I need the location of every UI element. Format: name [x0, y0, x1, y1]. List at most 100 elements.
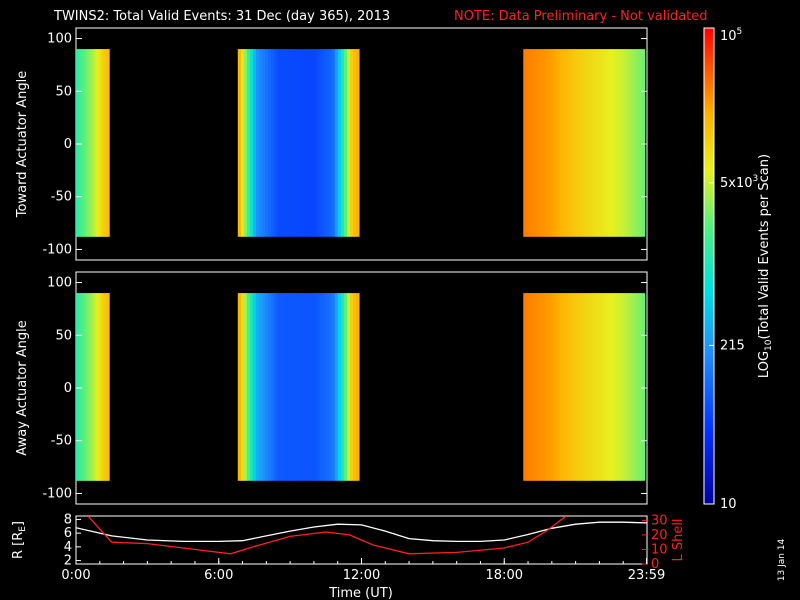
- heatmap-column: [629, 49, 633, 237]
- heatmap-column: [271, 49, 275, 237]
- heatmap-column: [249, 293, 254, 481]
- heatmap-column: [97, 49, 99, 237]
- toward-y-ticks: -100 -50 0 50 100: [42, 32, 647, 257]
- heatmap-column: [268, 49, 272, 237]
- heatmap-column: [262, 49, 266, 237]
- heatmap-column: [532, 293, 536, 481]
- heatmap-column: [298, 293, 302, 481]
- l-shell-tick-label: 30: [651, 513, 668, 528]
- heatmap-away: [76, 293, 646, 481]
- heatmap-column: [523, 49, 527, 237]
- heatmap-column: [243, 49, 248, 237]
- colorbar-tick-label: 105: [720, 27, 742, 44]
- heatmap-column: [638, 49, 642, 237]
- heatmap-column: [89, 49, 91, 237]
- radius-tick-label: 6: [64, 526, 72, 541]
- heatmap-column: [322, 293, 327, 481]
- heatmap-column: [307, 293, 311, 481]
- time-axis-label: Time (UT): [328, 586, 393, 600]
- heatmap-column: [577, 293, 582, 481]
- heatmap-column: [350, 49, 354, 237]
- time-tick-label: 23:59: [628, 568, 665, 583]
- heatmap-column: [571, 49, 576, 237]
- heatmap-column: [353, 49, 357, 237]
- heatmap-column: [608, 49, 612, 237]
- heatmap-column: [340, 293, 345, 481]
- heatmap-column: [544, 293, 548, 481]
- heatmap-column: [76, 49, 78, 237]
- heatmap-column: [91, 293, 94, 481]
- l-shell-tick-label: 10: [651, 542, 668, 557]
- heatmap-column: [599, 293, 603, 481]
- heatmap-column: [343, 293, 348, 481]
- heatmap-column: [90, 49, 92, 237]
- colorbar-tick-label: 10: [720, 497, 737, 512]
- heatmap-column: [77, 293, 79, 481]
- heatmap-column: [353, 293, 357, 481]
- heatmap-column: [283, 293, 287, 481]
- heatmap-column: [76, 293, 79, 481]
- heatmap-column: [568, 293, 573, 481]
- heatmap-column: [304, 49, 308, 237]
- heatmap-column: [301, 293, 305, 481]
- colorbar-label: LOG10(Total Valid Events per Scan): [757, 154, 774, 378]
- heatmap-column: [105, 49, 107, 237]
- heatmap-column: [76, 49, 79, 237]
- heatmap-column: [271, 293, 275, 481]
- heatmap-column: [83, 49, 85, 237]
- heatmap-column: [107, 49, 109, 237]
- heatmap-column: [292, 49, 296, 237]
- heatmap-column: [298, 49, 302, 237]
- heatmap-column: [98, 49, 100, 237]
- heatmap-column: [346, 293, 351, 481]
- heatmap-column: [96, 49, 99, 237]
- heatmap-column: [259, 293, 263, 481]
- heatmap-column: [274, 49, 278, 237]
- y-tick-label: 0: [64, 137, 72, 152]
- heatmap-column: [301, 49, 305, 237]
- heatmap-column: [529, 49, 533, 237]
- heatmap-column: [550, 293, 555, 481]
- heatmap-column: [295, 293, 299, 481]
- heatmap-column: [246, 293, 251, 481]
- l-shell-axis-label: L Shell: [671, 518, 686, 561]
- heatmap-column: [265, 293, 269, 481]
- heatmap-column: [82, 49, 84, 237]
- y-tick-label: 100: [47, 276, 72, 291]
- heatmap-column: [259, 49, 263, 237]
- heatmap-column: [626, 293, 630, 481]
- heatmap-column: [632, 293, 636, 481]
- heatmap-column: [356, 293, 360, 481]
- heatmap-column: [538, 49, 542, 237]
- heatmap-column: [86, 49, 89, 237]
- heatmap-column: [243, 293, 248, 481]
- heatmap-column: [608, 293, 612, 481]
- heatmap-column: [626, 49, 630, 237]
- heatmap-column: [88, 49, 90, 237]
- heatmap-column: [77, 49, 79, 237]
- heatmap-column: [304, 293, 308, 481]
- heatmap-column: [316, 293, 321, 481]
- heatmap-column: [100, 293, 102, 481]
- heatmap-column: [268, 293, 272, 481]
- heatmap-column: [81, 49, 83, 237]
- heatmap-column: [544, 49, 548, 237]
- colorbar: 10 215 5x103 105 LOG10(Total Valid Events p…: [703, 27, 774, 512]
- heatmap-column: [583, 293, 588, 481]
- l-shell-series-line: [87, 516, 567, 555]
- heatmap-column: [95, 49, 97, 237]
- y-tick-label: 50: [55, 328, 72, 343]
- date-stamp: 13 Jan 14: [777, 538, 787, 581]
- heatmap-column: [556, 293, 561, 481]
- heatmap-column: [96, 293, 99, 481]
- heatmap-column: [565, 293, 570, 481]
- heatmap-column: [262, 293, 266, 481]
- l-shell-tick-label: 0: [651, 557, 659, 572]
- heatmap-column: [277, 293, 281, 481]
- heatmap-column: [583, 49, 588, 237]
- heatmap-column: [580, 49, 585, 237]
- heatmap-column: [98, 293, 100, 481]
- y-tick-label: 0: [64, 381, 72, 396]
- heatmap-column: [535, 293, 539, 481]
